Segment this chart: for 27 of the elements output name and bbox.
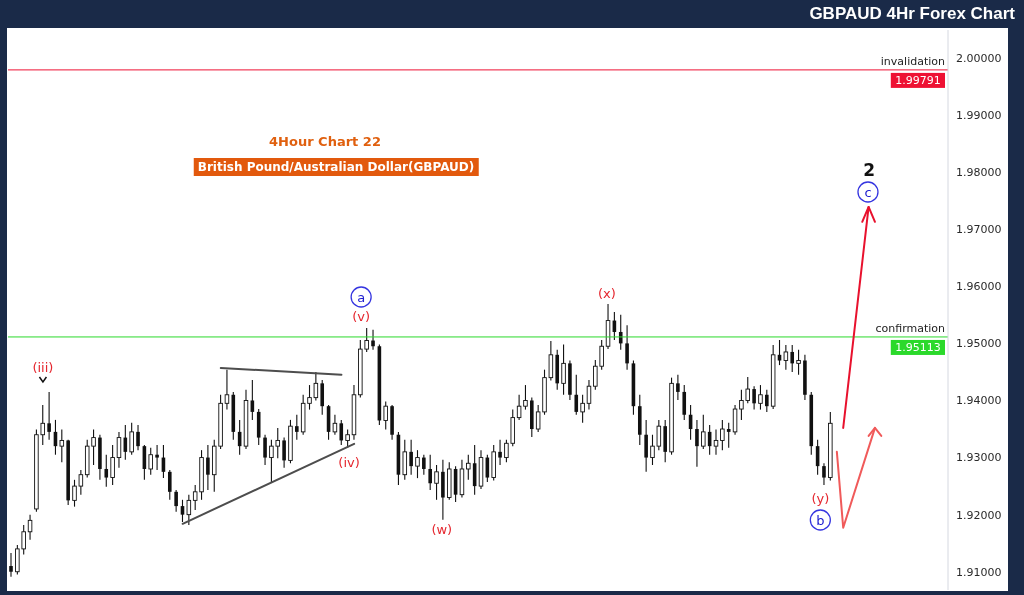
y-tick-label: 1.99000 [956,108,1002,122]
annotation: (w) [431,521,453,537]
annotation: (v) [352,308,371,324]
y-tick-label: 1.92000 [956,508,1002,522]
annotation: (y) [811,490,830,506]
annotation: 2 [863,160,876,180]
y-tick-label: 1.97000 [956,223,1002,237]
annotation: British Pound/Australian Dollar(GBPAUD) [193,158,479,176]
annotation: 1.95113 [895,340,941,354]
text: 4Hour Chart 22 [269,134,381,149]
y-tick-label: 1.94000 [956,394,1002,408]
y-tick-label: 1.95000 [956,337,1002,351]
annotation: a [357,289,366,305]
y-tick-label: 1.91000 [956,565,1002,579]
annotation: c [864,184,872,200]
annotation: 1.99791 [895,73,941,87]
y-tick-label: 1.93000 [956,451,1002,465]
annotation: b [816,512,825,528]
y-tick-label: 1.96000 [956,280,1002,294]
annotation: (x) [598,285,616,301]
y-tick-label: 2.00000 [956,51,1002,65]
chart-title: GBPAUD 4Hr Forex Chart [809,4,1016,24]
ref-line-label: confirmation [875,321,946,335]
y-tick-label: 1.98000 [956,166,1002,180]
ref-line-label: invalidation [880,54,946,68]
annotation: (iv) [338,454,360,470]
annotation: (iii) [32,359,54,375]
